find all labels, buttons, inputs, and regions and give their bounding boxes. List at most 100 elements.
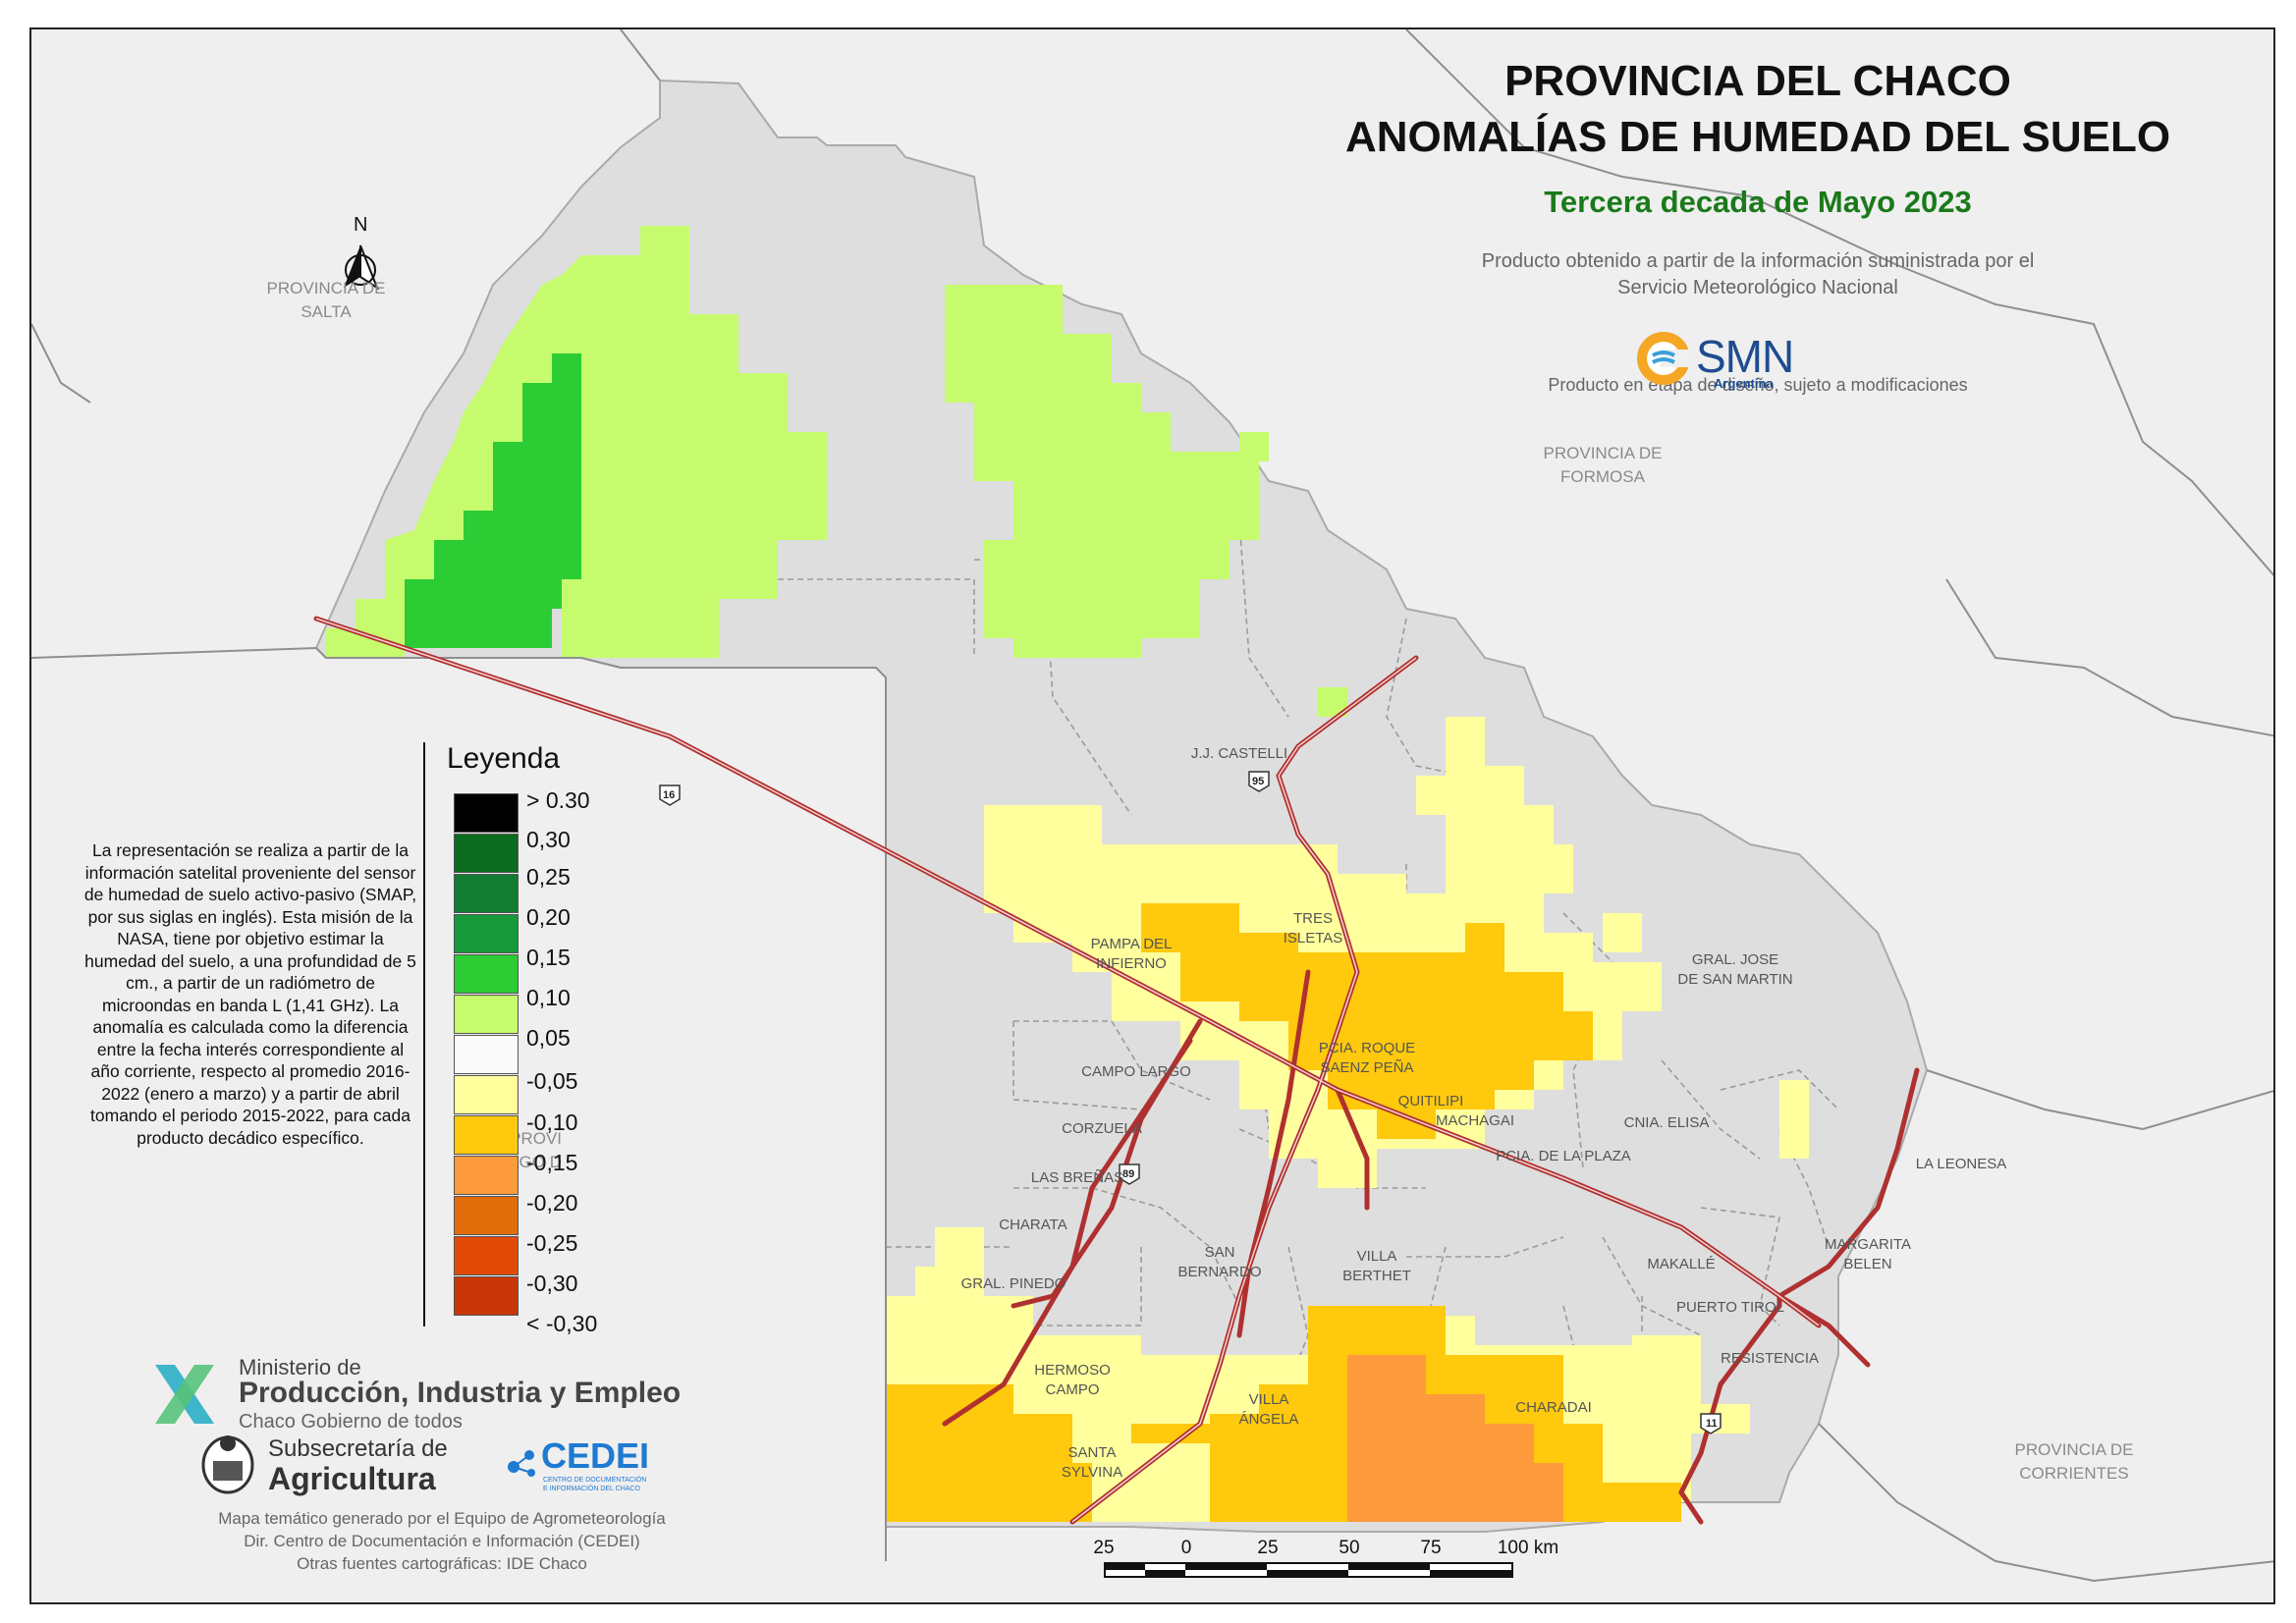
legend-swatch — [454, 954, 519, 994]
smn-logo-text: SMN — [1696, 331, 1794, 382]
legend-title: Leyenda — [447, 742, 561, 775]
locality-label: MAKALLÉ — [1647, 1256, 1716, 1272]
locality-label: LA LEONESA — [1915, 1156, 2007, 1172]
ministry-logo: Ministerio de Producción, Industria y Em… — [145, 1355, 735, 1434]
cedei-logo: CEDEI CENTRO DE DOCUMENTACIÓN E INFORMAC… — [506, 1435, 673, 1494]
legend-label: -0,10 — [526, 1109, 578, 1135]
legend-swatch — [454, 995, 519, 1034]
province-line: FORMOSA — [1560, 467, 1645, 486]
route-95-shield — [1248, 771, 1270, 792]
smn-logo-icon — [1637, 332, 1692, 385]
province-label-salta: PROVINCIA DE SALTA — [228, 277, 424, 324]
legend-label: -0,30 — [526, 1271, 578, 1296]
map-frame: 16 95 89 11 N PROVINCIA DE SALTA PROVINC… — [29, 27, 2275, 1604]
locality-label: VILLA BERTHET — [1342, 1248, 1411, 1284]
legend-swatch — [454, 1236, 519, 1275]
scale-label: 75 — [1420, 1538, 1442, 1558]
locality-label: VILLA ÁNGELA — [1238, 1391, 1299, 1428]
locality-label: TRES ISLETAS — [1283, 910, 1343, 947]
anomaly-green-zone — [405, 353, 581, 648]
ministry-line3: Chaco Gobierno de todos — [239, 1411, 463, 1433]
locality-label: MARGARITA BELEN — [1824, 1236, 1912, 1272]
province-line: PROVI — [510, 1129, 562, 1148]
legend-label: 0,20 — [526, 904, 571, 930]
routes-inner — [315, 618, 1820, 1523]
locality-label: CHARADAI — [1515, 1399, 1592, 1416]
locality-label: SANTA SYLVINA — [1061, 1444, 1123, 1481]
route-label: 16 — [663, 789, 676, 801]
anomaly-orange-zone — [1347, 1355, 1563, 1522]
route-label: 11 — [1706, 1418, 1718, 1430]
locality-label: MACHAGAI — [1435, 1112, 1514, 1129]
locality-label: RESISTENCIA — [1720, 1350, 1820, 1367]
legend-swatch — [454, 1035, 519, 1074]
legend-label: -0,25 — [526, 1230, 578, 1256]
legend-swatch — [454, 793, 519, 833]
locality-label: CHARATA — [999, 1217, 1067, 1233]
legend-label: -0,20 — [526, 1190, 578, 1216]
locality-label: GRAL. JOSE DE SAN MARTIN — [1677, 951, 1793, 988]
smn-logo: SMN Argentina — [1635, 330, 1812, 391]
legend-label: -0,15 — [526, 1150, 578, 1175]
legend-label: -0,05 — [526, 1068, 578, 1094]
map-subtitle: Tercera decada de Mayo 2023 — [1544, 185, 1972, 219]
locality-label: LAS BREÑAS — [1030, 1169, 1124, 1186]
source-line2: Servicio Meteorológico Nacional — [1617, 277, 1898, 298]
legend-swatch — [454, 1075, 519, 1114]
locality-label: CNIA. ELISA — [1623, 1114, 1710, 1131]
methodology-notes: La representación se realiza a partir de… — [83, 840, 417, 1148]
legend-divider — [423, 742, 425, 1326]
route-11-shield — [1700, 1413, 1722, 1434]
legend-swatch — [454, 914, 519, 953]
legend-label: > 0.30 — [526, 787, 590, 813]
legend-label: < -0,30 — [526, 1311, 598, 1336]
cedei-sub2: E INFORMACIÓN DEL CHACO — [543, 1486, 640, 1492]
credits-line2: Dir. Centro de Documentación e Informaci… — [244, 1532, 640, 1550]
route-89-shield — [1119, 1163, 1140, 1185]
legend-swatch — [454, 1276, 519, 1316]
credits-line3: Otras fuentes cartográficas: IDE Chaco — [297, 1554, 587, 1573]
subsecretaria-logo: Subsecretaría de Agricultura — [199, 1432, 474, 1500]
route-shields — [659, 771, 1722, 1434]
map-canvas — [31, 29, 2273, 1602]
legend-label: 0,10 — [526, 985, 571, 1010]
province-line: PROVINCIA DE — [266, 279, 386, 298]
scale-label: 50 — [1339, 1538, 1360, 1558]
ministry-line2: Producción, Industria y Empleo — [239, 1377, 682, 1409]
legend-label: 0,15 — [526, 945, 571, 970]
locality-label: HERMOSO CAMPO — [1034, 1362, 1111, 1398]
scale-label: 100 km — [1497, 1538, 1559, 1558]
scale-bar — [1104, 1562, 1513, 1578]
locality-label: PCIA. DE LA PLAZA — [1496, 1148, 1631, 1164]
anomaly-light-green-stair — [326, 540, 778, 658]
cedei-network-icon — [508, 1450, 535, 1477]
subsecretaria-line1: Subsecretaría de — [268, 1435, 448, 1462]
locality-label: QUITILIPI — [1397, 1093, 1464, 1109]
locality-label: PUERTO TIROL — [1675, 1299, 1785, 1316]
legend-swatch — [454, 834, 519, 873]
legend-swatch — [454, 1115, 519, 1155]
cedei-sub1: CENTRO DE DOCUMENTACIÓN — [543, 1477, 647, 1484]
map-title-line1: PROVINCIA DEL CHACO — [1504, 57, 2011, 105]
province-line: PROVINCIA DE — [1543, 444, 1663, 462]
locality-label: GRAL. PINEDO — [960, 1275, 1066, 1292]
outer-boundaries — [31, 29, 2273, 1583]
route-16-shield — [659, 784, 681, 806]
north-label: N — [354, 214, 368, 236]
legend-swatch — [454, 1196, 519, 1235]
smn-logo-country: Argentina — [1714, 376, 1774, 391]
locality-label: CAMPO LARGO — [1081, 1063, 1191, 1080]
route-label: 95 — [1252, 776, 1265, 787]
source-line1: Producto obtenido a partir de la informa… — [1481, 250, 2035, 272]
legend-swatch — [454, 1156, 519, 1195]
province-line: SALTA — [301, 302, 352, 321]
locality-label: J.J. CASTELLI — [1190, 745, 1288, 762]
scale-label: 25 — [1257, 1538, 1279, 1558]
route-label: 89 — [1122, 1168, 1135, 1180]
chaco-shield-icon — [201, 1435, 254, 1494]
locality-label: PCIA. ROQUE SAENZ PEÑA — [1318, 1040, 1416, 1076]
credits: Mapa temático generado por el Equipo de … — [147, 1507, 737, 1575]
scale-label: 0 — [1180, 1538, 1192, 1558]
province-line: PROVINCIA DE — [2014, 1440, 2134, 1459]
province-label-formosa: PROVINCIA DE FORMOSA — [1495, 442, 1711, 489]
